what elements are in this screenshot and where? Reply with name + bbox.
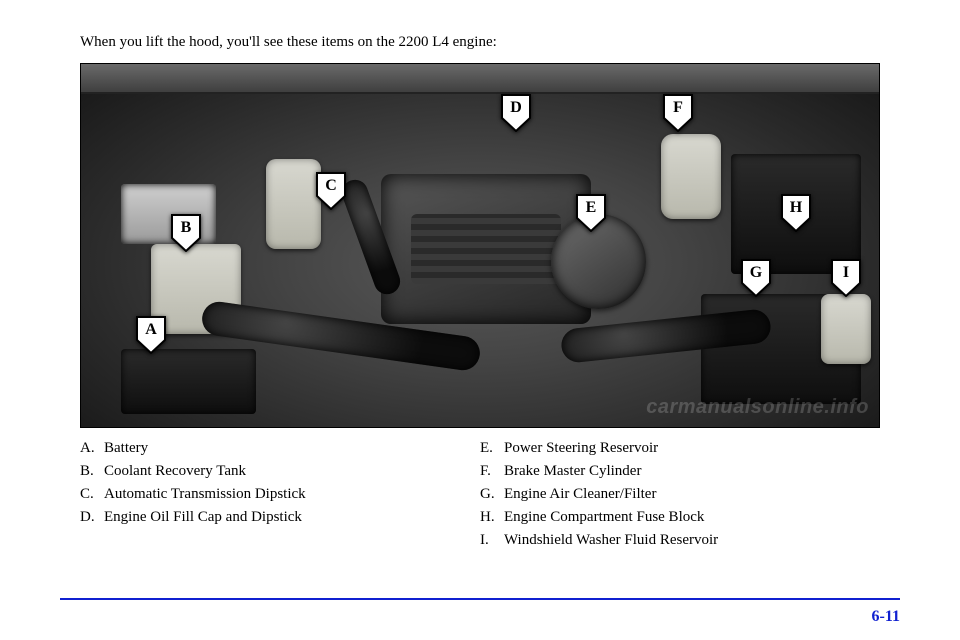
callout-h: H xyxy=(781,194,811,232)
legend-row: E.Power Steering Reservoir xyxy=(480,440,880,457)
svg-text:E: E xyxy=(586,199,597,216)
legend-letter: G. xyxy=(480,486,504,503)
svg-text:B: B xyxy=(181,219,192,236)
svg-text:C: C xyxy=(325,177,337,194)
intro-text: When you lift the hood, you'll see these… xyxy=(80,34,880,51)
callout-g: G xyxy=(741,259,771,297)
legend-letter: A. xyxy=(80,440,104,457)
legend-text: Engine Oil Fill Cap and Dipstick xyxy=(104,509,302,526)
legend-letter: F. xyxy=(480,463,504,480)
svg-text:D: D xyxy=(510,99,522,116)
legend-letter: I. xyxy=(480,532,504,549)
legend-row: C.Automatic Transmission Dipstick xyxy=(80,486,480,503)
legend-letter: B. xyxy=(80,463,104,480)
watermark-text: carmanualsonline.info xyxy=(646,396,869,419)
callout-i: I xyxy=(831,259,861,297)
callout-a: A xyxy=(136,316,166,354)
legend-letter: D. xyxy=(80,509,104,526)
legend-row: A.Battery xyxy=(80,440,480,457)
legend-row: G.Engine Air Cleaner/Filter xyxy=(480,486,880,503)
legend-text: Engine Air Cleaner/Filter xyxy=(504,486,656,503)
callout-f: F xyxy=(663,94,693,132)
legend-row: D.Engine Oil Fill Cap and Dipstick xyxy=(80,509,480,526)
svg-text:H: H xyxy=(790,199,803,216)
legend-row: F.Brake Master Cylinder xyxy=(480,463,880,480)
svg-text:G: G xyxy=(750,264,763,281)
legend-letter: E. xyxy=(480,440,504,457)
legend-text: Coolant Recovery Tank xyxy=(104,463,246,480)
page-number: 6-11 xyxy=(872,608,900,626)
callout-c: C xyxy=(316,172,346,210)
legend-text: Engine Compartment Fuse Block xyxy=(504,509,704,526)
legend-text: Brake Master Cylinder xyxy=(504,463,641,480)
legend-row: B.Coolant Recovery Tank xyxy=(80,463,480,480)
legend-row: H.Engine Compartment Fuse Block xyxy=(480,509,880,526)
engine-diagram-figure: A B C D E F G H I carmanualsonline.info xyxy=(80,63,880,428)
legend-text: Automatic Transmission Dipstick xyxy=(104,486,306,503)
legend: A.BatteryB.Coolant Recovery TankC.Automa… xyxy=(80,440,880,555)
svg-text:F: F xyxy=(673,99,683,116)
legend-text: Windshield Washer Fluid Reservoir xyxy=(504,532,718,549)
legend-text: Power Steering Reservoir xyxy=(504,440,658,457)
legend-letter: H. xyxy=(480,509,504,526)
callout-b: B xyxy=(171,214,201,252)
legend-letter: C. xyxy=(80,486,104,503)
footer-rule xyxy=(60,598,900,600)
svg-text:I: I xyxy=(843,264,849,281)
callout-e: E xyxy=(576,194,606,232)
legend-text: Battery xyxy=(104,440,148,457)
legend-row: I.Windshield Washer Fluid Reservoir xyxy=(480,532,880,549)
callout-d: D xyxy=(501,94,531,132)
svg-text:A: A xyxy=(145,321,157,338)
